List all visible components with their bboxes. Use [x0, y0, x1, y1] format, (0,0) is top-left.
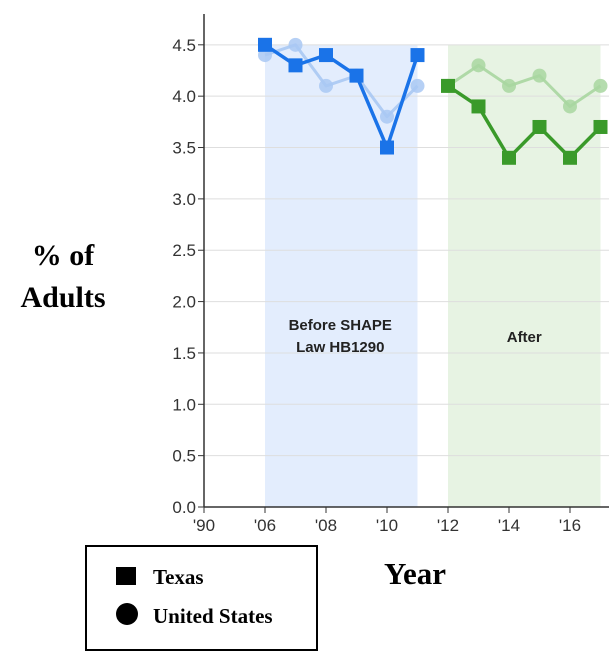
data-point-texas-after [441, 78, 455, 93]
region-labels: Before SHAPE Law HB1290 After [289, 317, 542, 356]
x-tick-label: '10 [376, 516, 398, 535]
gridlines [198, 44, 609, 508]
legend-box [85, 545, 318, 651]
y-tick-label: 3.0 [172, 190, 196, 209]
y-tick-label: 3.5 [172, 139, 196, 158]
data-point-united-states-before [410, 78, 425, 93]
y-tick-label: 0.5 [172, 447, 196, 466]
x-tick-label: '08 [315, 516, 337, 535]
data-point-texas-before [349, 68, 364, 83]
data-point-united-states-after [532, 68, 547, 83]
region-label-before: Before SHAPE [289, 317, 392, 334]
y-tick-label: 2.0 [172, 293, 196, 312]
y-tick-label: 0.0 [172, 498, 196, 517]
y-tick-labels: 0.0 0.5 1.0 1.5 2.0 2.5 3.0 3.5 4.0 4.5 [172, 36, 196, 517]
axes [203, 14, 609, 508]
data-point-united-states-after [563, 99, 577, 114]
y-tick-label: 2.5 [172, 241, 196, 260]
y-tick-label: 4.0 [172, 87, 196, 106]
x-tick-label: '90 [193, 516, 215, 535]
series-group [258, 37, 608, 165]
legend: Texas United States [85, 545, 318, 651]
y-axis-label-line-1: % of [32, 239, 96, 272]
data-point-united-states-before [288, 37, 303, 52]
data-point-united-states-after [471, 58, 486, 73]
data-point-texas-before [258, 37, 272, 52]
data-point-texas-before [288, 58, 303, 73]
x-axis-label: Year [384, 556, 446, 591]
data-point-united-states-before [380, 109, 394, 124]
data-point-texas-after [563, 150, 577, 165]
data-point-texas-before [380, 140, 394, 155]
x-tick-label: '06 [254, 516, 276, 535]
y-tick-label: 4.5 [172, 36, 196, 55]
region-label-after: After [507, 329, 542, 346]
region-before [265, 44, 418, 507]
legend-label-texas: Texas [153, 565, 204, 589]
legend-square-icon [116, 567, 136, 585]
y-tick-label: 1.0 [172, 395, 196, 414]
x-tick-label: '16 [559, 516, 581, 535]
x-tick-label: '12 [437, 516, 459, 535]
shaded-regions [265, 44, 601, 507]
x-tick-labels: '90 '06 '08 '10 '12 '14 '16 [193, 507, 581, 535]
data-point-united-states-after [593, 78, 608, 93]
data-point-texas-after [471, 99, 486, 114]
data-point-texas-after [593, 119, 608, 134]
data-point-texas-before [319, 48, 333, 63]
legend-circle-icon [116, 603, 138, 625]
data-point-united-states-after [502, 78, 516, 93]
data-point-texas-before [410, 48, 425, 63]
x-tick-label: '14 [498, 516, 520, 535]
y-tick-label: 1.5 [172, 344, 196, 363]
legend-label-united-states: United States [153, 604, 273, 628]
region-after [448, 44, 601, 507]
y-axis-label-line-2: Adults [20, 281, 105, 314]
region-label-before: Law HB1290 [296, 339, 384, 356]
data-point-texas-after [502, 150, 516, 165]
data-point-texas-after [532, 119, 547, 134]
data-point-united-states-before [319, 78, 333, 93]
